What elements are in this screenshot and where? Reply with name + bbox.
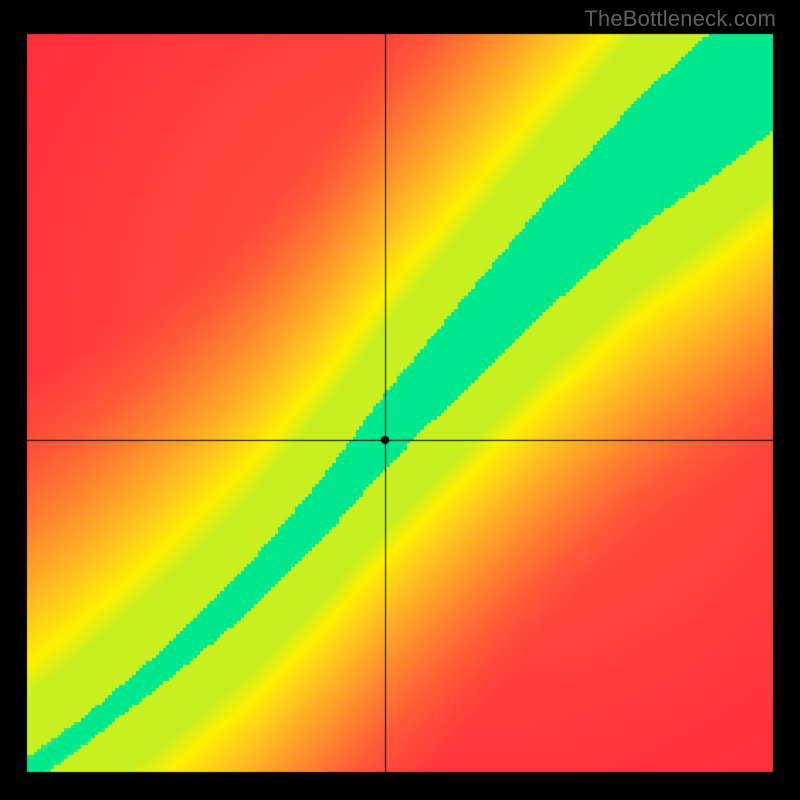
chart-container: TheBottleneck.com [0, 0, 800, 800]
bottleneck-heatmap [0, 0, 800, 800]
watermark-text: TheBottleneck.com [584, 6, 776, 32]
